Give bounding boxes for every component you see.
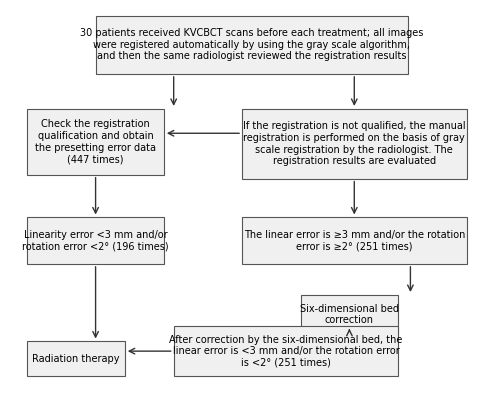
- FancyBboxPatch shape: [242, 109, 466, 179]
- Text: Six-dimensional bed
correction: Six-dimensional bed correction: [300, 303, 399, 325]
- FancyBboxPatch shape: [300, 295, 398, 334]
- Text: Check the registration
qualification and obtain
the presetting error data
(447 t: Check the registration qualification and…: [35, 119, 156, 164]
- FancyBboxPatch shape: [174, 326, 398, 376]
- Text: After correction by the six-dimensional bed, the
linear error is <3 mm and/or th: After correction by the six-dimensional …: [170, 335, 402, 368]
- Text: Linearity error <3 mm and/or
rotation error <2° (196 times): Linearity error <3 mm and/or rotation er…: [22, 230, 169, 251]
- Text: Radiation therapy: Radiation therapy: [32, 354, 120, 364]
- FancyBboxPatch shape: [96, 16, 408, 74]
- FancyBboxPatch shape: [28, 341, 125, 376]
- Text: 30 patients received KVCBCT scans before each treatment; all images
were registe: 30 patients received KVCBCT scans before…: [80, 28, 424, 61]
- FancyBboxPatch shape: [242, 217, 466, 264]
- FancyBboxPatch shape: [28, 109, 164, 175]
- FancyBboxPatch shape: [28, 217, 164, 264]
- Text: If the registration is not qualified, the manual
registration is performed on th: If the registration is not qualified, th…: [243, 121, 466, 166]
- Text: The linear error is ≥3 mm and/or the rotation
error is ≥2° (251 times): The linear error is ≥3 mm and/or the rot…: [244, 230, 465, 251]
